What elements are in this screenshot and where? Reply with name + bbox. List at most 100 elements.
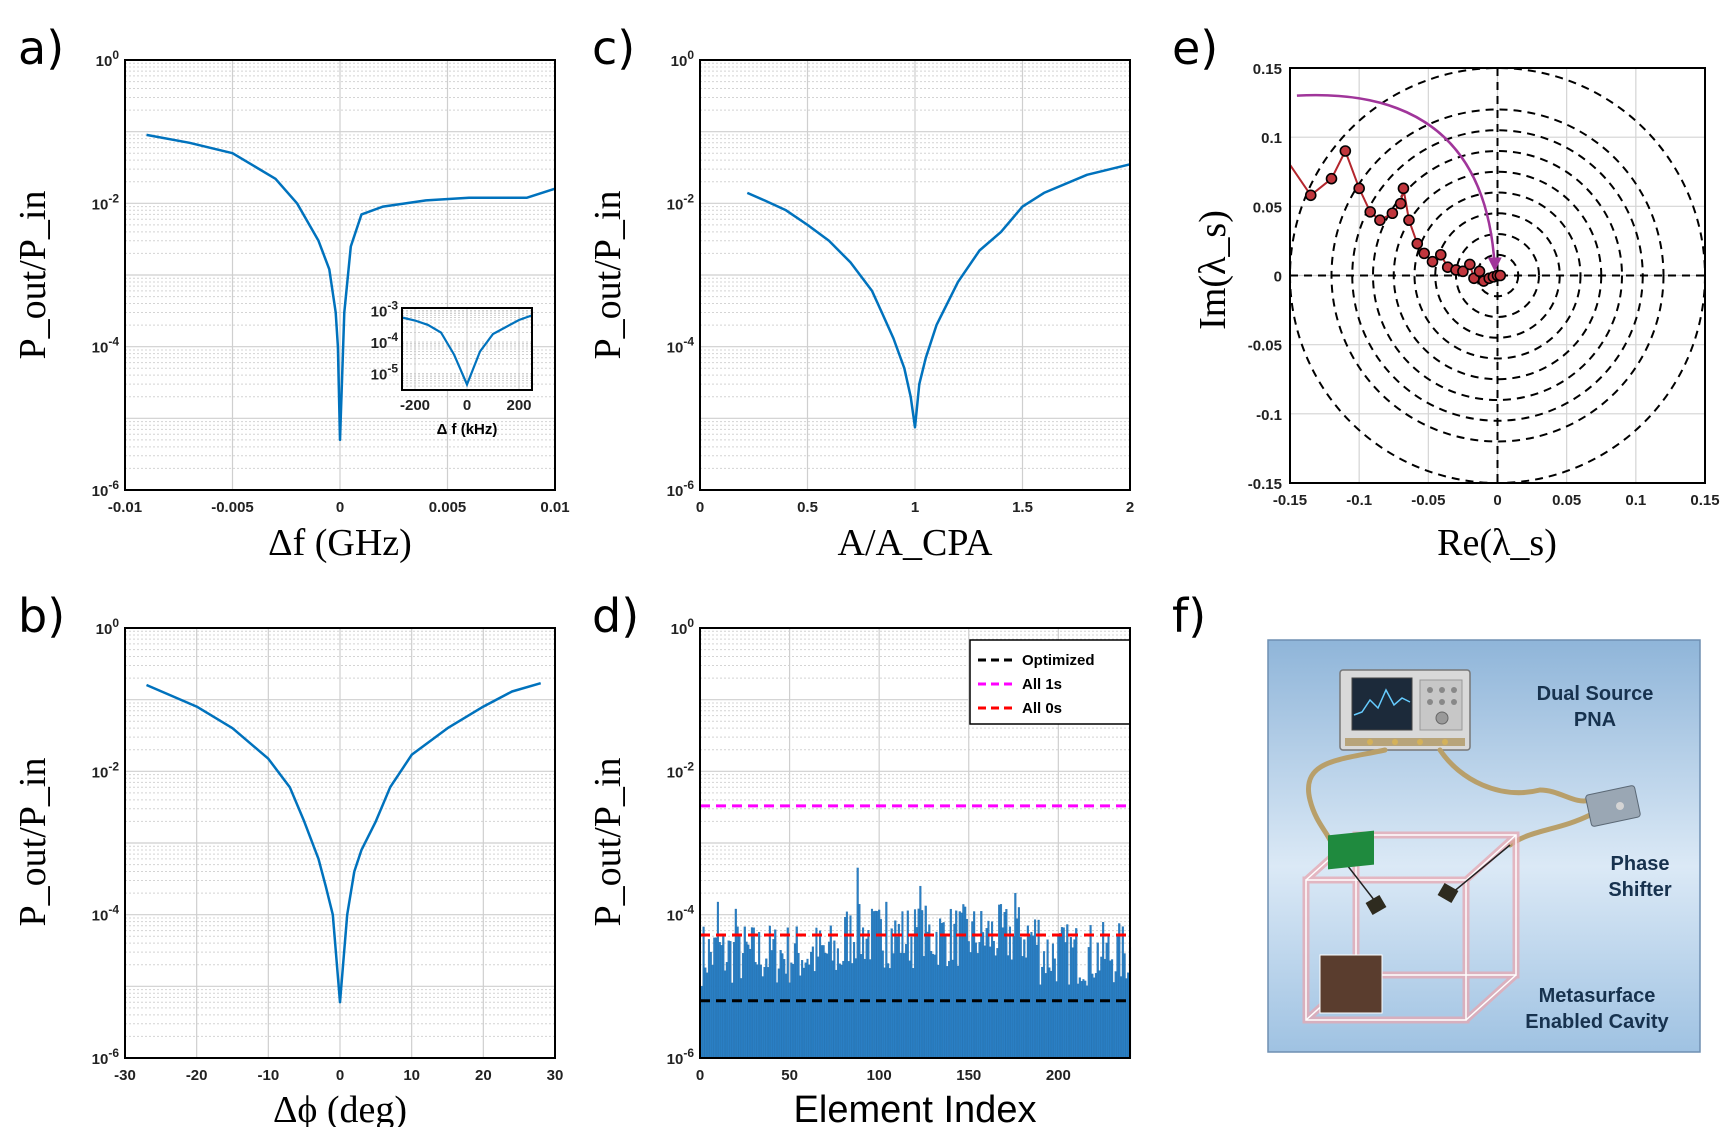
bar: [1075, 928, 1078, 1059]
bar: [901, 911, 904, 1059]
x-tick-label-e: 0.1: [1625, 492, 1646, 509]
bar: [840, 964, 843, 1059]
bar: [921, 910, 924, 1059]
eigenvalue-marker: [1473, 265, 1486, 278]
bar: [754, 962, 757, 1059]
rotation-arrowhead: [1487, 257, 1502, 272]
bar: [731, 982, 734, 1059]
phase-shifter: [1585, 785, 1641, 827]
bar: [924, 905, 927, 1059]
bar: [1048, 967, 1051, 1059]
bar: [883, 967, 886, 1059]
bar: [985, 928, 988, 1059]
bar: [749, 948, 752, 1059]
bar: [831, 960, 834, 1059]
bar: [752, 927, 755, 1059]
bar: [777, 968, 780, 1059]
bar: [734, 908, 737, 1059]
bar: [1112, 982, 1115, 1059]
bar: [1120, 976, 1123, 1059]
panel-tag-d: d): [592, 589, 639, 643]
bar: [788, 982, 791, 1059]
eigenvalue-marker: [1325, 172, 1338, 185]
bar: [888, 968, 891, 1059]
ylabel-c: P_out/P_in: [587, 191, 629, 360]
bar: [991, 921, 994, 1059]
bar: [976, 953, 979, 1059]
plot-b: -30 -20 -10 0 10 20 30 100 10-2 10-4 10-6: [92, 616, 564, 1084]
bar: [1046, 939, 1049, 1059]
bar: [1026, 925, 1029, 1059]
phase-label-line1: Phase: [1611, 853, 1670, 875]
plot-a: -0.01 -0.005 0 0.005 0.01 100 10-2 10-4 10-6 -200…: [92, 48, 570, 516]
bar: [776, 982, 779, 1059]
series-line-c: [746, 163, 1131, 429]
bar: [863, 958, 866, 1059]
x-tick-label-a: 0: [336, 499, 344, 516]
x-tick-label-d: 0: [696, 1067, 704, 1084]
bar: [1023, 939, 1026, 1059]
bar: [989, 946, 992, 1059]
bar: [926, 931, 929, 1059]
bar: [876, 911, 879, 1059]
pna-instrument: [1339, 669, 1471, 751]
bar: [704, 967, 707, 1059]
bar: [822, 945, 825, 1059]
panel-tag-b: b): [18, 589, 65, 643]
bar: [1001, 927, 1004, 1059]
bar: [804, 962, 807, 1059]
antenna-left: [1365, 894, 1387, 916]
bar: [935, 931, 938, 1059]
x-tick-label-c: 0.5: [797, 499, 818, 516]
bar: [716, 901, 719, 1059]
bar: [962, 904, 965, 1059]
bar: [1078, 977, 1081, 1059]
bar: [917, 908, 920, 1059]
bar: [826, 953, 829, 1059]
inset-y-tick-label: 10-5: [371, 362, 399, 384]
bar: [1008, 926, 1011, 1059]
phase-label-line2: Shifter: [1608, 879, 1672, 901]
inset-y-tick-label: 10-4: [371, 330, 399, 352]
bar: [729, 941, 732, 1059]
bar: [844, 917, 847, 1059]
y-tick-label-e: 0.05: [1253, 199, 1282, 216]
bar: [903, 953, 906, 1059]
eigenvalue-marker: [1418, 247, 1430, 260]
circles-group: [1290, 68, 1705, 483]
bar: [1069, 937, 1072, 1059]
x-tick-label-d: 100: [867, 1067, 892, 1084]
bar: [725, 962, 728, 1059]
bar: [910, 936, 913, 1059]
bar: [847, 961, 850, 1059]
series-line-a: [146, 133, 556, 442]
x-tick-label-b: 20: [475, 1067, 492, 1084]
eigenvalue-marker: [1339, 145, 1352, 157]
bar: [711, 964, 714, 1059]
bar: [1017, 907, 1020, 1059]
x-tick-label-e: 0.15: [1690, 492, 1719, 509]
bar: [1071, 947, 1074, 1059]
bar: [1005, 909, 1008, 1059]
bar: [1010, 959, 1013, 1059]
bar: [743, 926, 746, 1059]
panel-tag-c: c): [592, 21, 635, 75]
bar: [919, 885, 922, 1059]
eigenvalue-marker: [1464, 258, 1476, 271]
dashed-circle: [1413, 191, 1582, 360]
bar: [799, 975, 802, 1059]
bar: [872, 911, 875, 1059]
bar: [1021, 956, 1024, 1059]
bar: [817, 956, 820, 1059]
bar: [933, 954, 936, 1059]
y-tick-label-d: 10-2: [667, 759, 695, 781]
bar: [998, 904, 1001, 1059]
axes-frame: [124, 627, 556, 1059]
bar: [865, 938, 868, 1059]
eigenvalue-marker: [1457, 265, 1469, 278]
bar: [790, 962, 793, 1059]
bar: [890, 928, 893, 1059]
y-tick-label-b: 10-2: [92, 759, 120, 781]
ylabel-d: P_out/P_in: [587, 758, 629, 927]
bar: [874, 910, 877, 1059]
